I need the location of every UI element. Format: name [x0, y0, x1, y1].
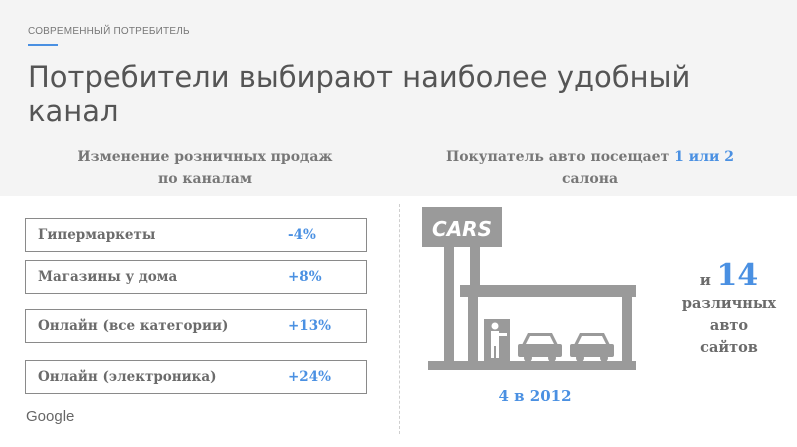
sign-post-left [444, 247, 454, 363]
sites-number: 14 [716, 258, 759, 293]
left-column-heading: Изменение розничных продаж по каналам [20, 146, 390, 190]
sites-line3: сайтов [700, 339, 758, 356]
left-heading-line2: по каналам [157, 171, 253, 187]
eyebrow-underline [28, 44, 58, 46]
person-icon-leg-left [491, 346, 494, 358]
channel-label: Магазины у дома [38, 269, 178, 285]
column-divider [399, 204, 400, 434]
right-heading-line2: салона [561, 171, 619, 187]
channel-label: Онлайн (электроника) [38, 369, 217, 385]
page-title: Потребители выбирают наиболее удобный ка… [28, 60, 691, 128]
cars-sign [422, 207, 502, 247]
auto-sites-stat: и 14 различных авто сайтов [664, 258, 794, 359]
right-heading-accent: 1 или 2 [674, 149, 735, 165]
header-band [0, 0, 797, 196]
channel-row-online-all: Онлайн (все категории) +13% [25, 309, 367, 343]
sites-line2: авто [709, 317, 749, 334]
sign-post-right [470, 247, 480, 287]
canopy-column-left [468, 297, 478, 363]
channel-value: +24% [288, 369, 331, 385]
person-icon-leg-right [496, 346, 499, 358]
car-dealership-illustration: CARS [422, 207, 636, 370]
sites-line1: различных [681, 295, 777, 312]
sites-number-line: и 14 [664, 258, 794, 293]
channel-row-convenience: Магазины у дома +8% [25, 260, 367, 294]
cars-sign-text: CARS [432, 217, 492, 241]
person-icon-head [491, 322, 499, 330]
ground-line [428, 361, 636, 370]
channel-label: Гипермаркеты [38, 227, 156, 243]
google-logo: Google [26, 408, 75, 425]
car-icon [518, 333, 562, 362]
right-column-heading: Покупатель авто посещает 1 или 2 салона [400, 146, 780, 190]
channel-row-hypermarkets: Гипермаркеты -4% [25, 218, 367, 252]
channel-label: Онлайн (все категории) [38, 318, 229, 334]
car-icon [570, 333, 614, 362]
section-eyebrow: СОВРЕМЕННЫЙ ПОТРЕБИТЕЛЬ [28, 26, 190, 37]
canopy-column-right [622, 297, 632, 363]
sites-and: и [699, 271, 711, 289]
channel-row-online-electronics: Онлайн (электроника) +24% [25, 360, 367, 394]
right-heading-line1: Покупатель авто посещает 1 или 2 [400, 146, 780, 168]
person-icon-body [491, 331, 499, 346]
person-icon-arm [499, 333, 507, 336]
right-heading-pre: Покупатель авто посещает [445, 149, 675, 165]
channel-value: -4% [288, 227, 316, 243]
canopy-roof [460, 285, 636, 297]
channel-value: +8% [288, 269, 322, 285]
dealership-visits-2012-caption: 4 в 2012 [498, 387, 572, 405]
channel-value: +13% [288, 318, 331, 334]
left-heading-line1: Изменение розничных продаж [77, 149, 333, 165]
